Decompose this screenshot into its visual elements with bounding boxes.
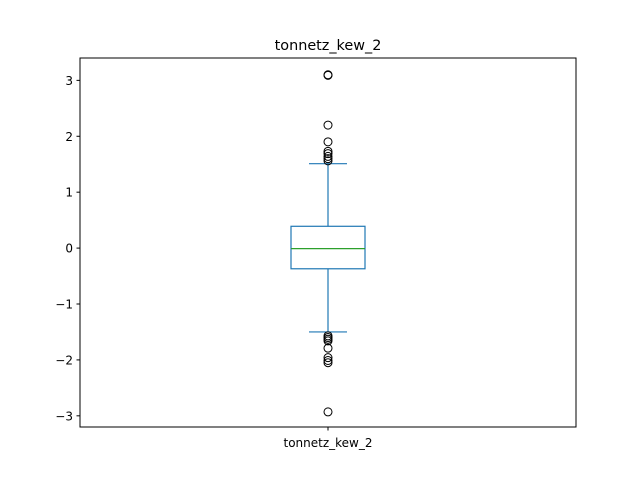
y-axis: −3 −2 −1 0 1 2 3 — [55, 74, 80, 423]
outlier-point — [323, 154, 333, 164]
plot-area — [290, 70, 366, 417]
y-tick-label: 1 — [65, 186, 73, 200]
y-tick-label: −1 — [55, 298, 73, 312]
outlier-point — [323, 120, 333, 130]
chart-title: tonnetz_kew_2 — [275, 38, 382, 54]
outlier-point — [323, 151, 333, 161]
outlier-point — [323, 146, 333, 156]
y-tick-label: 2 — [65, 130, 73, 144]
y-tick-label: 0 — [65, 242, 73, 256]
y-tick-label: −3 — [55, 409, 73, 423]
outlier-point — [323, 358, 333, 368]
outlier-point — [323, 353, 333, 363]
outlier-point — [323, 407, 333, 417]
y-tick-label: 3 — [65, 74, 73, 88]
outlier-point — [323, 355, 333, 365]
outlier-point — [323, 336, 333, 346]
interquartile-box — [290, 225, 366, 270]
y-tick-label: −2 — [55, 353, 73, 367]
outlier-point — [323, 137, 333, 147]
axes-frame — [79, 57, 577, 428]
x-axis: tonnetz_kew_2 — [284, 427, 373, 450]
x-tick-label: tonnetz_kew_2 — [284, 436, 373, 450]
outlier-point — [323, 70, 333, 80]
outlier-point — [323, 343, 333, 353]
outlier-point — [323, 156, 333, 166]
outlier-point — [323, 149, 333, 159]
